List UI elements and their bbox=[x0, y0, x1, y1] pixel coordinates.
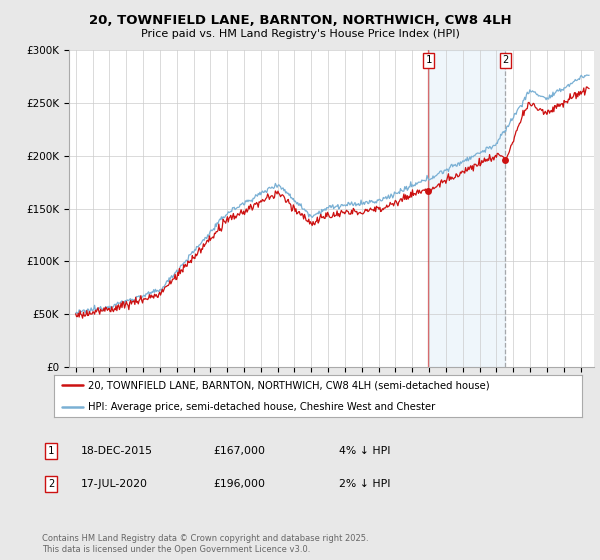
Bar bbox=[428, 50, 505, 367]
Text: 18-DEC-2015: 18-DEC-2015 bbox=[81, 446, 153, 456]
Text: £167,000: £167,000 bbox=[213, 446, 265, 456]
Text: Price paid vs. HM Land Registry's House Price Index (HPI): Price paid vs. HM Land Registry's House … bbox=[140, 29, 460, 39]
Text: £196,000: £196,000 bbox=[213, 479, 265, 489]
Text: 20, TOWNFIELD LANE, BARNTON, NORTHWICH, CW8 4LH (semi-detached house): 20, TOWNFIELD LANE, BARNTON, NORTHWICH, … bbox=[88, 380, 490, 390]
Text: 1: 1 bbox=[425, 55, 431, 65]
Text: 1: 1 bbox=[48, 446, 54, 456]
Text: 4% ↓ HPI: 4% ↓ HPI bbox=[339, 446, 391, 456]
Text: 20, TOWNFIELD LANE, BARNTON, NORTHWICH, CW8 4LH: 20, TOWNFIELD LANE, BARNTON, NORTHWICH, … bbox=[89, 14, 511, 27]
Text: 2: 2 bbox=[48, 479, 54, 489]
Text: 2% ↓ HPI: 2% ↓ HPI bbox=[339, 479, 391, 489]
Text: 17-JUL-2020: 17-JUL-2020 bbox=[81, 479, 148, 489]
Text: 2: 2 bbox=[502, 55, 509, 65]
Text: HPI: Average price, semi-detached house, Cheshire West and Chester: HPI: Average price, semi-detached house,… bbox=[88, 402, 436, 412]
Text: Contains HM Land Registry data © Crown copyright and database right 2025.
This d: Contains HM Land Registry data © Crown c… bbox=[42, 534, 368, 554]
